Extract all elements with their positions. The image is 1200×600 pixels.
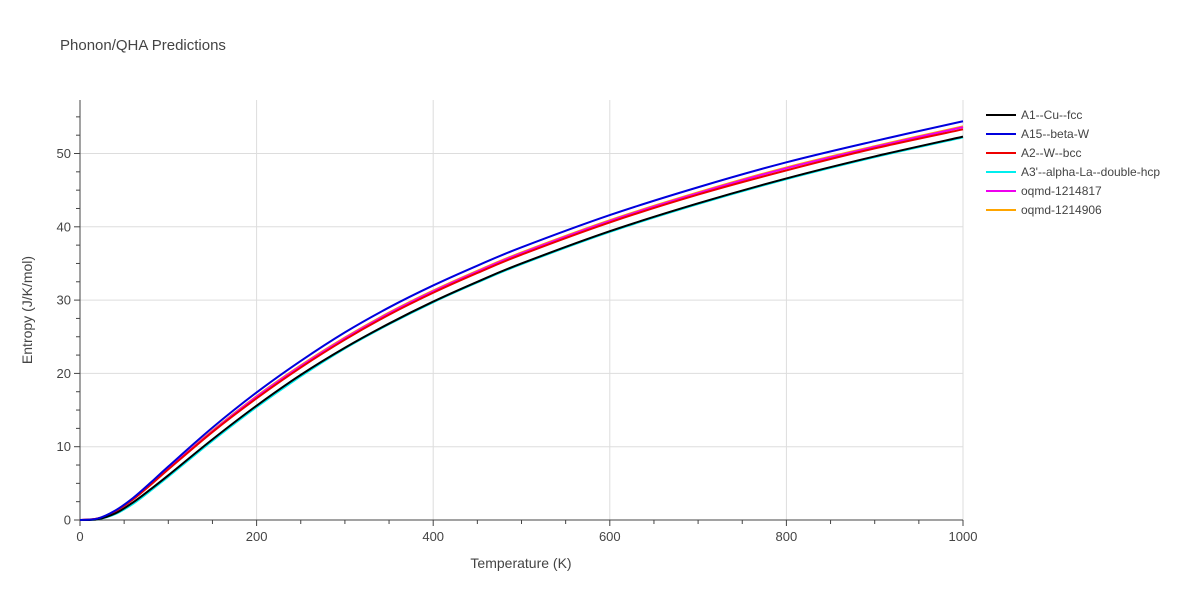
x-tick-label: 800	[776, 529, 798, 544]
legend-item[interactable]: A1--Cu--fcc	[986, 108, 1082, 122]
legend-label: oqmd-1214817	[1021, 184, 1102, 198]
legend-label: oqmd-1214906	[1021, 203, 1102, 217]
x-tick-label: 1000	[949, 529, 978, 544]
y-tick-label: 40	[57, 219, 71, 234]
legend-label: A15--beta-W	[1021, 127, 1090, 141]
legend-item[interactable]: A2--W--bcc	[986, 146, 1081, 160]
legend-label: A3'--alpha-La--double-hcp	[1021, 165, 1160, 179]
grid-lines	[80, 100, 964, 520]
legend-item[interactable]: A15--beta-W	[986, 127, 1090, 141]
y-tick-label: 50	[57, 146, 71, 161]
legend-item[interactable]: oqmd-1214906	[986, 203, 1102, 217]
legend-label: A1--Cu--fcc	[1021, 108, 1082, 122]
y-tick-label: 0	[64, 513, 71, 528]
series-line-3	[79, 136, 964, 521]
series-line-0	[79, 135, 964, 522]
series-line-1	[79, 120, 964, 521]
legend[interactable]: A1--Cu--fcc A15--beta-W A2--W--bcc A3'--alp…	[986, 108, 1160, 217]
x-tick-label: 200	[246, 529, 268, 544]
plot-area	[79, 120, 964, 522]
series-line-2	[79, 128, 964, 521]
x-axis-title: Temperature (K)	[470, 555, 571, 571]
axes	[74, 100, 964, 526]
y-axis-title: Entropy (J/K/mol)	[19, 256, 35, 364]
y-tick-label: 20	[57, 366, 71, 381]
series-line-5	[79, 125, 964, 521]
legend-item[interactable]: A3'--alpha-La--double-hcp	[986, 165, 1160, 179]
y-tick-label: 30	[57, 293, 71, 308]
tick-labels: 0 200 400 600 800 1000 0 10 20 30 40 50	[57, 146, 978, 544]
x-tick-label: 400	[422, 529, 444, 544]
legend-item[interactable]: oqmd-1214817	[986, 184, 1102, 198]
x-tick-label: 600	[599, 529, 621, 544]
y-tick-label: 10	[57, 439, 71, 454]
legend-label: A2--W--bcc	[1021, 146, 1081, 160]
series-line-4	[79, 126, 964, 521]
x-tick-label: 0	[76, 529, 83, 544]
chart-title: Phonon/QHA Predictions	[60, 37, 226, 54]
